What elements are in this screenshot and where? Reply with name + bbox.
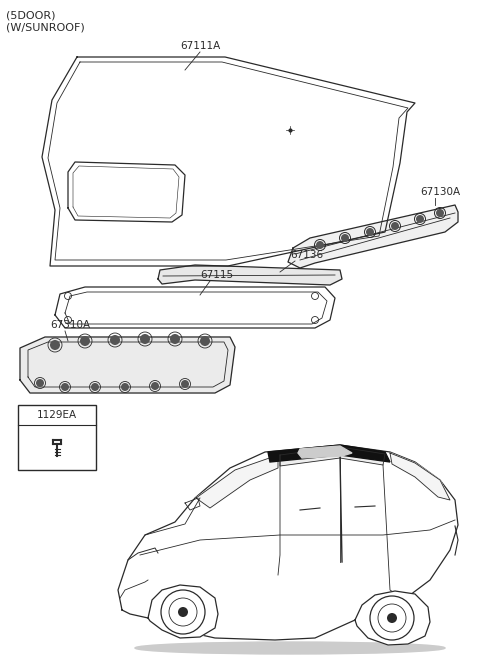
Polygon shape — [280, 447, 385, 466]
Polygon shape — [390, 453, 450, 500]
Text: 67136: 67136 — [290, 250, 323, 260]
Circle shape — [91, 383, 99, 391]
Polygon shape — [118, 445, 458, 640]
Polygon shape — [268, 445, 390, 462]
Ellipse shape — [135, 642, 445, 654]
Circle shape — [110, 335, 120, 345]
Text: (5DOOR): (5DOOR) — [6, 10, 56, 20]
Circle shape — [140, 334, 150, 344]
Circle shape — [416, 215, 424, 223]
Polygon shape — [288, 205, 458, 268]
Polygon shape — [158, 265, 342, 285]
Circle shape — [36, 379, 44, 387]
Circle shape — [121, 383, 129, 391]
Polygon shape — [355, 591, 430, 645]
Polygon shape — [298, 446, 352, 458]
Polygon shape — [148, 585, 218, 638]
Circle shape — [200, 336, 210, 346]
Circle shape — [366, 228, 374, 236]
Text: (W/SUNROOF): (W/SUNROOF) — [6, 22, 85, 32]
Circle shape — [391, 222, 399, 230]
Circle shape — [178, 607, 188, 617]
Text: 67115: 67115 — [200, 270, 233, 280]
Circle shape — [50, 340, 60, 350]
FancyBboxPatch shape — [18, 405, 96, 470]
Text: 67111A: 67111A — [180, 41, 220, 51]
Circle shape — [436, 209, 444, 217]
Polygon shape — [20, 337, 235, 393]
Circle shape — [387, 613, 397, 623]
Circle shape — [80, 336, 90, 346]
Text: 67130A: 67130A — [420, 187, 460, 197]
Circle shape — [61, 383, 69, 391]
Text: 67310A: 67310A — [50, 320, 90, 330]
Circle shape — [170, 334, 180, 344]
Circle shape — [316, 241, 324, 249]
Polygon shape — [196, 455, 278, 508]
Circle shape — [370, 596, 414, 640]
Circle shape — [151, 382, 159, 390]
Circle shape — [161, 590, 205, 634]
Circle shape — [181, 380, 189, 388]
Text: 1129EA: 1129EA — [37, 410, 77, 420]
Circle shape — [341, 234, 349, 242]
